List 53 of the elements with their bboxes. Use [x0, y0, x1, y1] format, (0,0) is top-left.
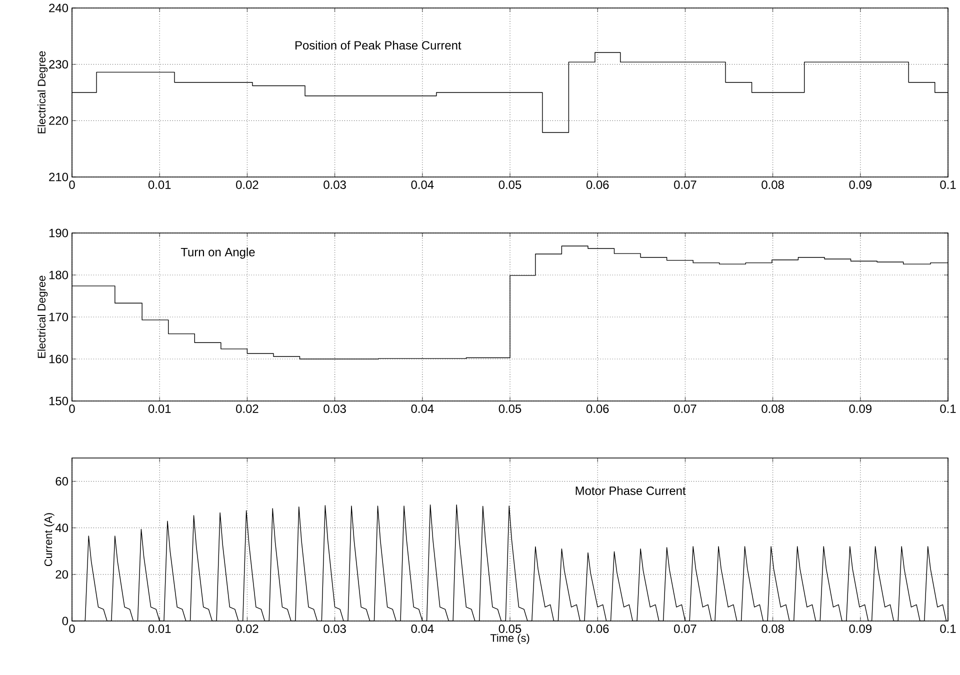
- x-tick-label: 0.1: [940, 624, 956, 633]
- x-axis-title: Time (s): [490, 634, 530, 644]
- y-tick-label: 0: [62, 616, 68, 626]
- x-tick-label: 0: [69, 180, 75, 189]
- x-tick-label: 0.04: [411, 624, 434, 633]
- x-tick-label: 0.08: [762, 180, 784, 189]
- x-tick-label: 0.07: [674, 404, 696, 413]
- x-tick-label: 0.05: [498, 624, 522, 633]
- annotation: Motor Phase Current: [576, 486, 686, 495]
- x-tick-label: 0.05: [498, 180, 522, 189]
- x-tick-label: 0.06: [586, 180, 609, 189]
- x-tick-label: 0: [69, 404, 75, 413]
- annotation: Turn on Angle: [180, 248, 255, 259]
- y-tick-label: 240: [49, 4, 68, 12]
- x-tick-label: 0.03: [324, 624, 346, 633]
- x-tick-label: 0.1: [940, 404, 956, 413]
- x-tick-label: 0.09: [849, 180, 872, 189]
- x-tick-label: 0.03: [324, 404, 346, 413]
- x-tick-label: 0.09: [849, 624, 872, 633]
- x-tick-label: 0.06: [586, 624, 609, 633]
- x-tick-label: 0.02: [236, 180, 258, 189]
- y-tick-label: 220: [49, 116, 68, 125]
- y-tick-label: 40: [55, 524, 68, 532]
- x-tick-label: 0.05: [498, 404, 522, 413]
- annotation: Position of Peak Phase Current: [296, 40, 462, 50]
- x-tick-label: 0.08: [762, 404, 784, 413]
- y-axis-title: Electrical Degree: [37, 51, 48, 134]
- y-tick-label: 170: [49, 312, 68, 322]
- x-tick-label: 0: [69, 624, 75, 633]
- y-tick-label: 210: [49, 172, 68, 182]
- x-tick-label: 0.04: [411, 180, 434, 189]
- y-tick-label: 60: [56, 477, 68, 486]
- x-tick-label: 0.1: [940, 180, 956, 189]
- y-tick-label: 230: [49, 60, 68, 69]
- y-tick-label: 160: [49, 354, 68, 364]
- y-tick-label: 20: [56, 570, 68, 579]
- x-tick-label: 0.04: [411, 404, 434, 413]
- x-tick-label: 0.02: [236, 624, 258, 633]
- y-axis-title: Electrical Degree: [37, 276, 48, 358]
- x-tick-label: 0.02: [236, 404, 258, 413]
- x-tick-label: 0.08: [762, 624, 784, 633]
- x-tick-label: 0.07: [674, 180, 696, 189]
- x-tick-label: 0.01: [148, 624, 171, 633]
- y-tick-label: 180: [49, 270, 68, 280]
- y-axis-title: Current (A): [44, 513, 54, 566]
- y-tick-label: 190: [49, 228, 68, 238]
- y-tick-label: 150: [49, 396, 68, 406]
- x-tick-label: 0.01: [148, 180, 171, 189]
- x-tick-label: 0.01: [148, 404, 171, 413]
- x-tick-label: 0.07: [674, 624, 696, 633]
- x-tick-label: 0.09: [849, 404, 872, 413]
- x-tick-label: 0.03: [324, 180, 346, 189]
- x-tick-label: 0.06: [586, 404, 609, 413]
